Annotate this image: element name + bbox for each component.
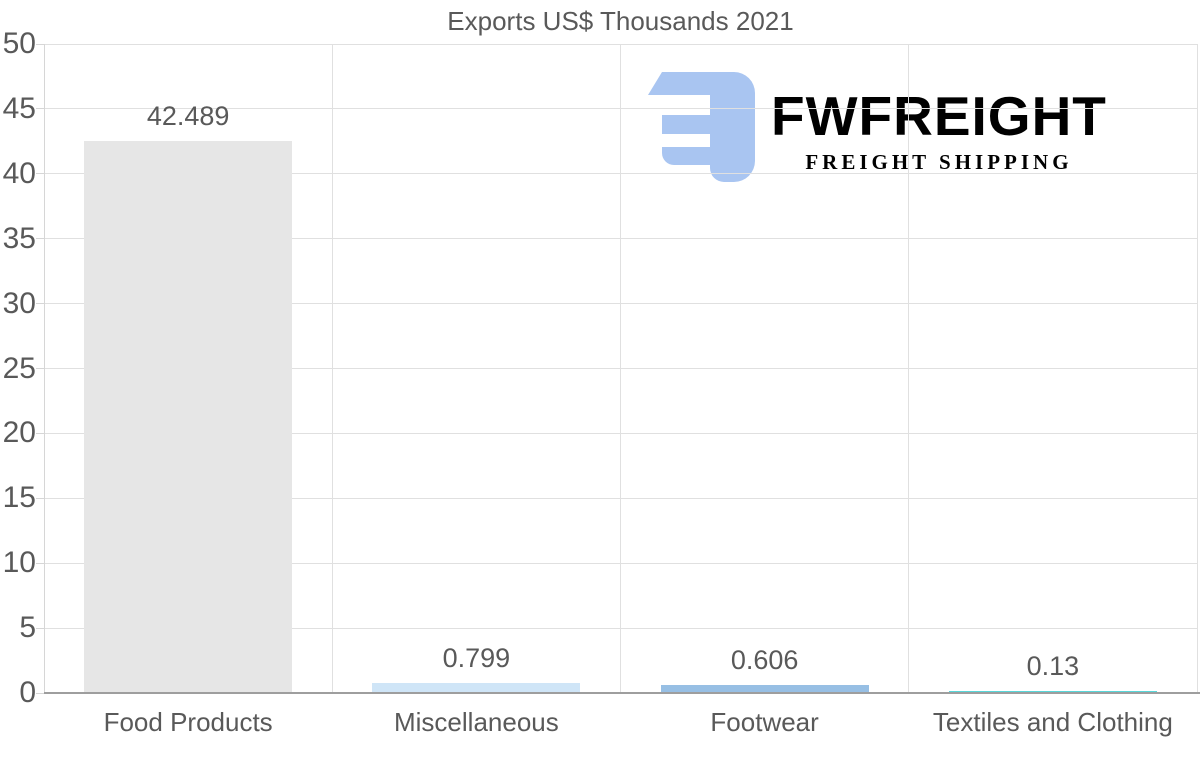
y-tick-label: 10 xyxy=(2,546,36,580)
brand-tagline: FREIGHT SHIPPING xyxy=(805,150,1073,174)
bar-value-label: 42.489 xyxy=(146,101,230,131)
bar xyxy=(661,685,869,693)
x-category-label: Footwear xyxy=(710,707,819,737)
chart-title: Exports US$ Thousands 2021 xyxy=(447,6,794,36)
y-tick-mark xyxy=(36,43,44,45)
y-tick-mark xyxy=(36,303,44,305)
y-tick-mark xyxy=(36,627,44,629)
y-tick-label: 20 xyxy=(2,416,36,450)
brand-text-block: FWFREIGHT FREIGHT SHIPPING xyxy=(771,72,1107,182)
plot-area: 0 5 10 15 20 25 30 35 40 45 50 42.489 Food Products 0… xyxy=(3,28,1200,737)
y-tick-mark xyxy=(36,368,44,369)
y-axis-line xyxy=(43,44,45,693)
y-tick-mark xyxy=(36,497,44,499)
fwfreight-logo-glyph xyxy=(648,72,755,182)
y-tick-mark xyxy=(36,692,44,694)
bar-value-label: 0.799 xyxy=(442,643,511,673)
x-gridline xyxy=(331,44,333,693)
x-axis-line xyxy=(44,692,1200,694)
y-tick-label: 25 xyxy=(2,351,36,385)
y-tick-mark xyxy=(36,173,44,175)
bar-value-label: 0.13 xyxy=(1026,651,1080,681)
bar xyxy=(84,141,292,693)
x-category-label: Miscellaneous xyxy=(394,707,559,737)
x-gridline xyxy=(908,44,910,693)
y-tick-label: 50 xyxy=(2,27,36,60)
y-tick-label: 45 xyxy=(2,91,36,125)
y-tick-label: 0 xyxy=(19,676,36,709)
y-tick-mark xyxy=(36,562,44,564)
y-tick-label: 35 xyxy=(2,221,36,255)
x-gridline xyxy=(620,44,621,693)
brand-name: FWFREIGHT xyxy=(771,85,1107,147)
fwfreight-logo-icon xyxy=(648,72,755,182)
y-tick-mark xyxy=(36,238,44,240)
y-tick-label: 40 xyxy=(2,156,36,190)
y-tick-label: 15 xyxy=(2,481,36,515)
y-tick-label: 30 xyxy=(2,286,36,320)
y-tick-mark xyxy=(36,108,44,110)
brand-watermark: FWFREIGHT FREIGHT SHIPPING xyxy=(648,72,1107,182)
bar-value-label: 0.606 xyxy=(730,645,799,675)
x-category-label: Food Products xyxy=(103,707,273,737)
x-gridline xyxy=(1196,44,1198,693)
bar xyxy=(372,683,580,693)
x-category-label: Textiles and Clothing xyxy=(932,707,1173,737)
y-tick-mark xyxy=(36,432,44,434)
y-tick-label: 5 xyxy=(19,611,36,645)
